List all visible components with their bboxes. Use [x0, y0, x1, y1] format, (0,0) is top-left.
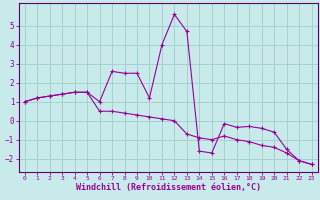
X-axis label: Windchill (Refroidissement éolien,°C): Windchill (Refroidissement éolien,°C): [76, 183, 261, 192]
